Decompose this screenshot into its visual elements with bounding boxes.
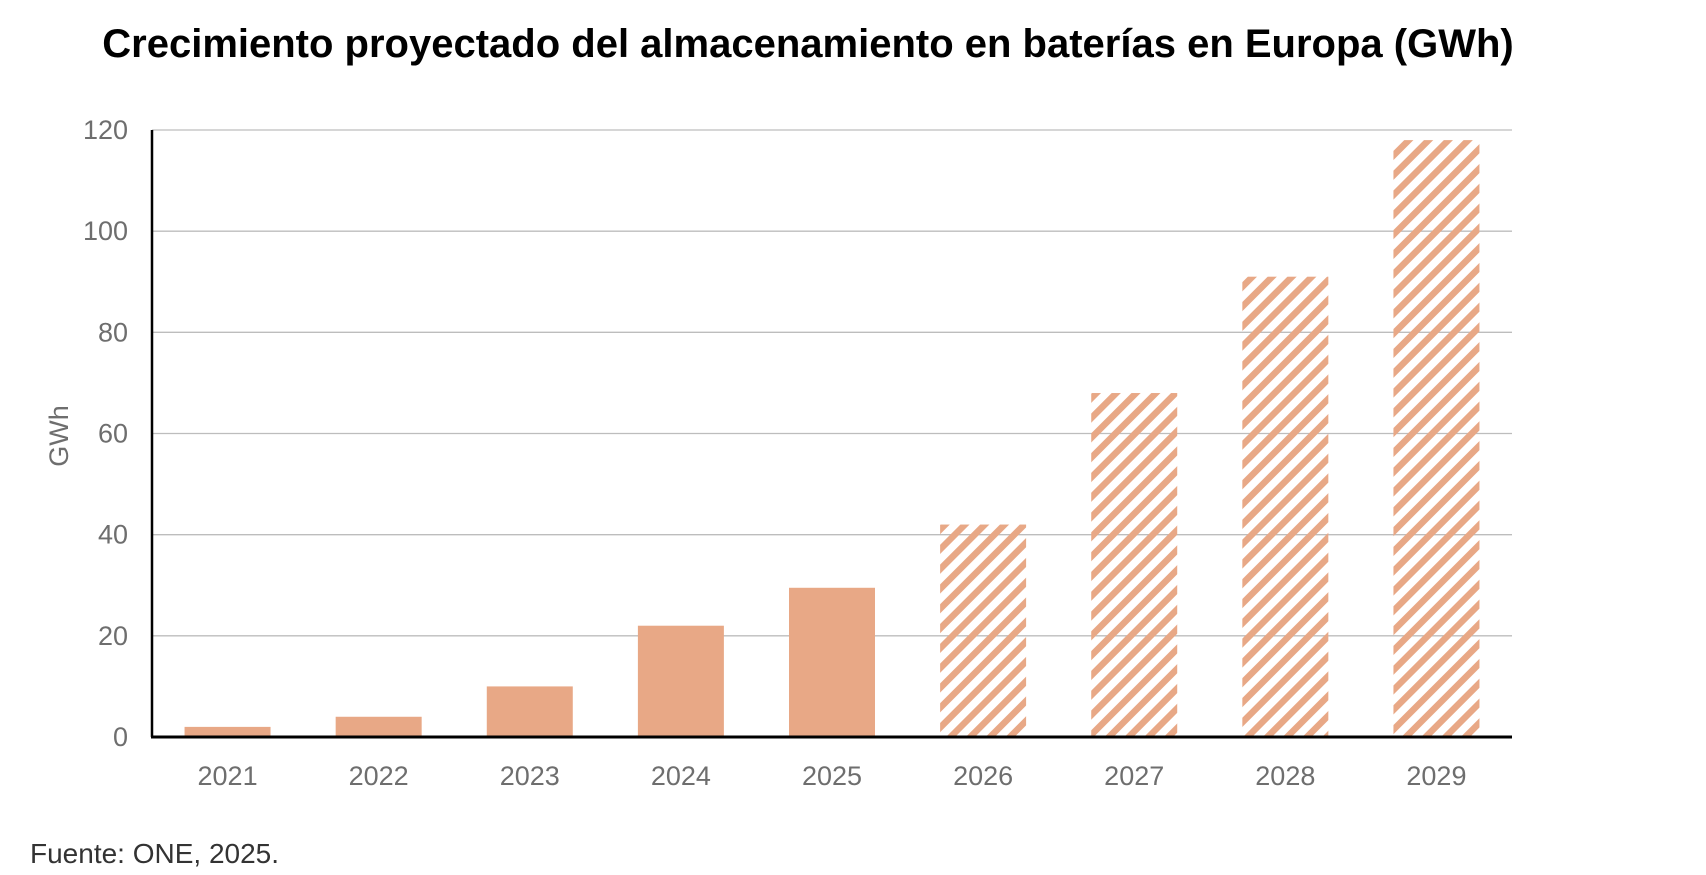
x-tick-label-2027: 2027 bbox=[1104, 761, 1164, 791]
bar-2028 bbox=[1242, 276, 1329, 737]
bar-2021 bbox=[184, 726, 271, 737]
y-tick-label-40: 40 bbox=[98, 520, 128, 550]
x-tick-label-2022: 2022 bbox=[349, 761, 409, 791]
bar-2024 bbox=[637, 625, 724, 737]
x-tick-label-2028: 2028 bbox=[1255, 761, 1315, 791]
source-note: Fuente: ONE, 2025. bbox=[30, 838, 280, 869]
y-tick-label-0: 0 bbox=[113, 722, 128, 752]
x-tick-labels: 2021 2022 2023 2024 2025 2026 2027 2028 2029 bbox=[198, 761, 1467, 791]
y-tick-label-20: 20 bbox=[98, 621, 128, 651]
x-tick-label-2025: 2025 bbox=[802, 761, 862, 791]
bar-2027 bbox=[1091, 393, 1178, 737]
y-axis-title: GWh bbox=[44, 405, 74, 467]
x-tick-label-2024: 2024 bbox=[651, 761, 711, 791]
axes bbox=[150, 130, 1512, 739]
bar-2029 bbox=[1393, 140, 1480, 737]
bar-2025 bbox=[789, 587, 875, 737]
bar-2022 bbox=[335, 716, 422, 737]
bar-2023 bbox=[486, 686, 573, 737]
y-tick-label-60: 60 bbox=[98, 419, 128, 449]
y-tick-labels: 0 20 40 60 80 100 120 bbox=[83, 115, 128, 752]
gridlines bbox=[152, 129, 1512, 637]
y-tick-label-80: 80 bbox=[98, 317, 128, 347]
bars bbox=[184, 140, 1480, 737]
x-tick-label-2023: 2023 bbox=[500, 761, 560, 791]
y-tick-label-120: 120 bbox=[83, 115, 128, 145]
x-tick-label-2026: 2026 bbox=[953, 761, 1013, 791]
bar-2026 bbox=[940, 524, 1027, 737]
y-tick-label-100: 100 bbox=[83, 216, 128, 246]
x-tick-label-2029: 2029 bbox=[1406, 761, 1466, 791]
x-tick-label-2021: 2021 bbox=[198, 761, 258, 791]
chart-title: Crecimiento proyectado del almacenamient… bbox=[102, 22, 1514, 66]
